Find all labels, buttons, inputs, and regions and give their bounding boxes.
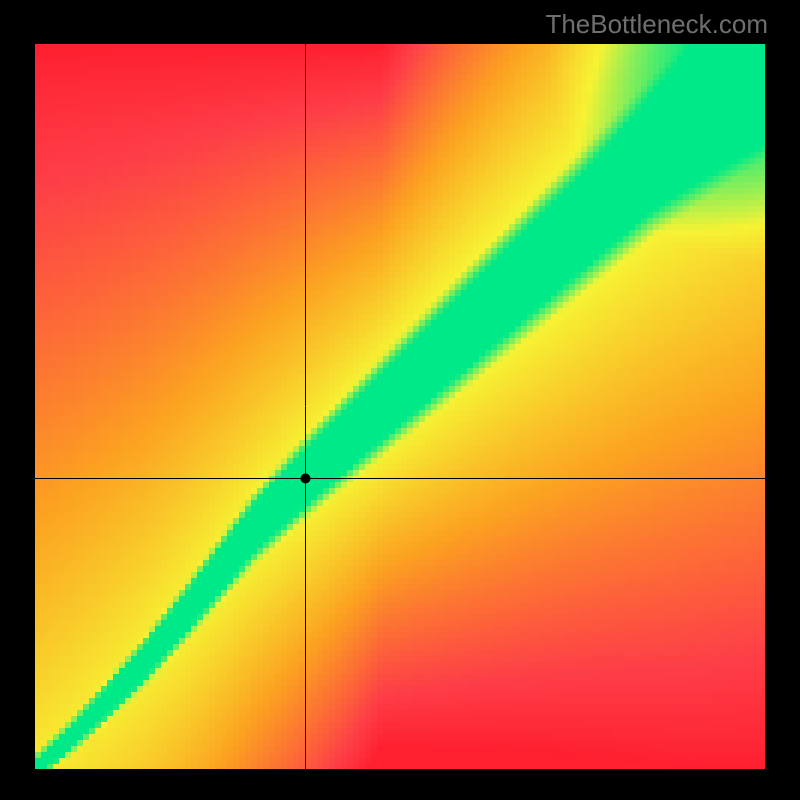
watermark-text: TheBottleneck.com <box>545 9 768 40</box>
heatmap-plot <box>35 44 765 769</box>
heatmap-canvas <box>35 44 765 769</box>
chart-frame: TheBottleneck.com <box>0 0 800 800</box>
